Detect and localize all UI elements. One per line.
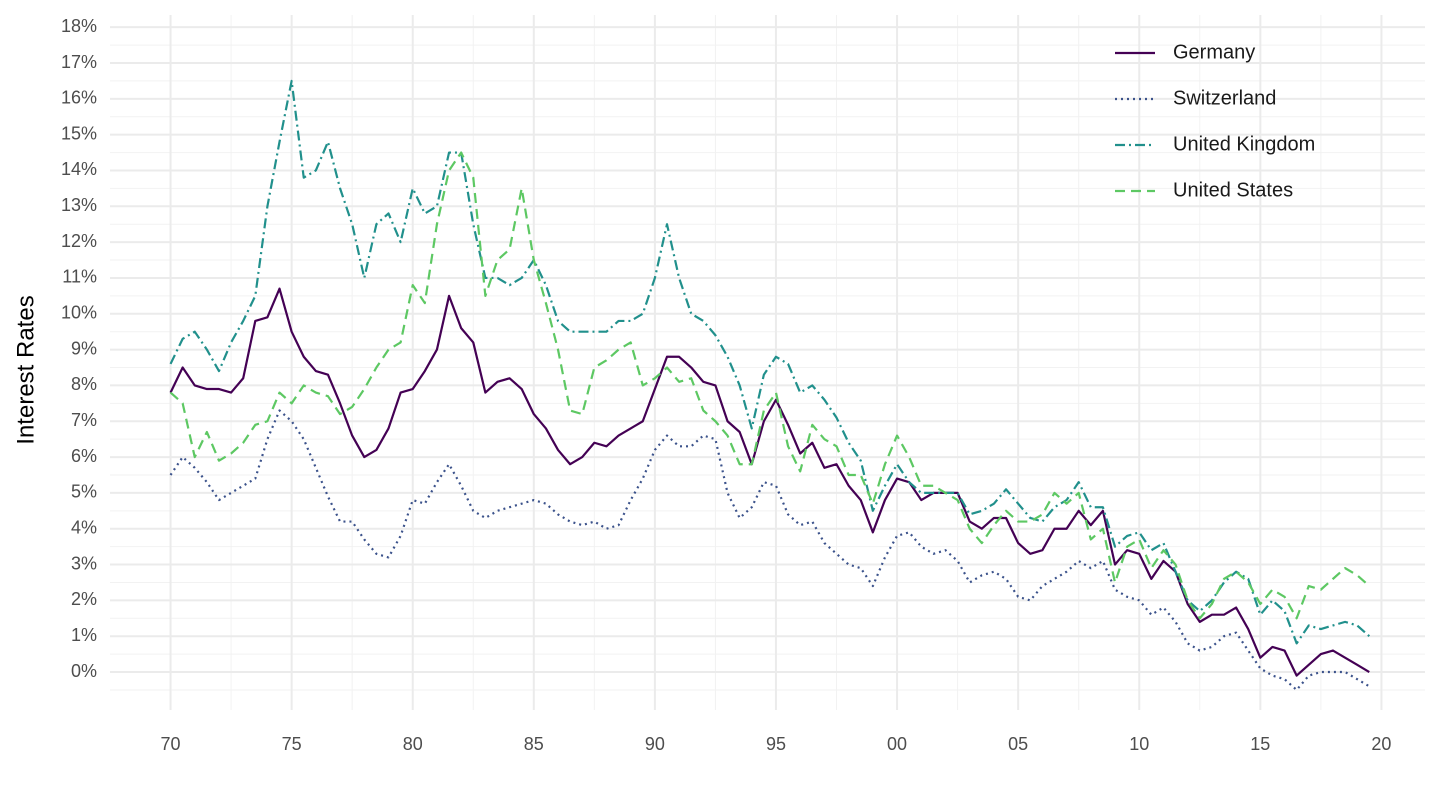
- y-tick-label: 2%: [71, 589, 97, 609]
- y-tick-label: 12%: [61, 231, 97, 251]
- y-tick-label: 9%: [71, 338, 97, 358]
- x-tick-label: 80: [403, 734, 423, 754]
- y-tick-label: 15%: [61, 123, 97, 143]
- x-tick-label: 00: [887, 734, 907, 754]
- y-tick-label: 18%: [61, 16, 97, 36]
- y-tick-label: 1%: [71, 625, 97, 645]
- legend-label: Germany: [1173, 41, 1255, 63]
- y-tick-label: 8%: [71, 374, 97, 394]
- y-tick-label: 13%: [61, 195, 97, 215]
- x-tick-label: 90: [645, 734, 665, 754]
- y-tick-label: 7%: [71, 410, 97, 430]
- x-tick-label: 15: [1250, 734, 1270, 754]
- x-tick-label: 05: [1008, 734, 1028, 754]
- y-tick-label: 17%: [61, 52, 97, 72]
- x-tick-label: 95: [766, 734, 786, 754]
- y-tick-label: 10%: [61, 303, 97, 323]
- x-tick-label: 85: [524, 734, 544, 754]
- series-line: [169, 409, 1370, 692]
- legend-label: Switzerland: [1173, 87, 1276, 109]
- legend-label: United States: [1173, 179, 1293, 201]
- y-tick-label: 11%: [62, 267, 97, 287]
- y-tick-label: 4%: [71, 517, 97, 537]
- series-line: [169, 151, 1371, 620]
- x-tick-label: 20: [1371, 734, 1391, 754]
- x-tick-label: 10: [1129, 734, 1149, 754]
- y-tick-label: 3%: [71, 553, 97, 573]
- y-tick-label: 14%: [61, 159, 97, 179]
- y-tick-label: 16%: [61, 88, 97, 108]
- legend-label: United Kingdom: [1173, 133, 1315, 155]
- y-axis-label: Interest Rates: [12, 295, 39, 444]
- grid: [110, 15, 1425, 710]
- y-tick-label: 5%: [71, 482, 97, 502]
- series-line: [169, 287, 1370, 677]
- series-line: [169, 79, 1371, 645]
- legend: Germany Switzerland United Kingdom United S…: [1115, 41, 1315, 201]
- x-tick-label: 70: [161, 734, 181, 754]
- y-tick-label: 6%: [71, 446, 97, 466]
- x-tick-label: 75: [282, 734, 302, 754]
- plot-lines: [169, 79, 1371, 692]
- y-tick-label: 0%: [71, 661, 97, 681]
